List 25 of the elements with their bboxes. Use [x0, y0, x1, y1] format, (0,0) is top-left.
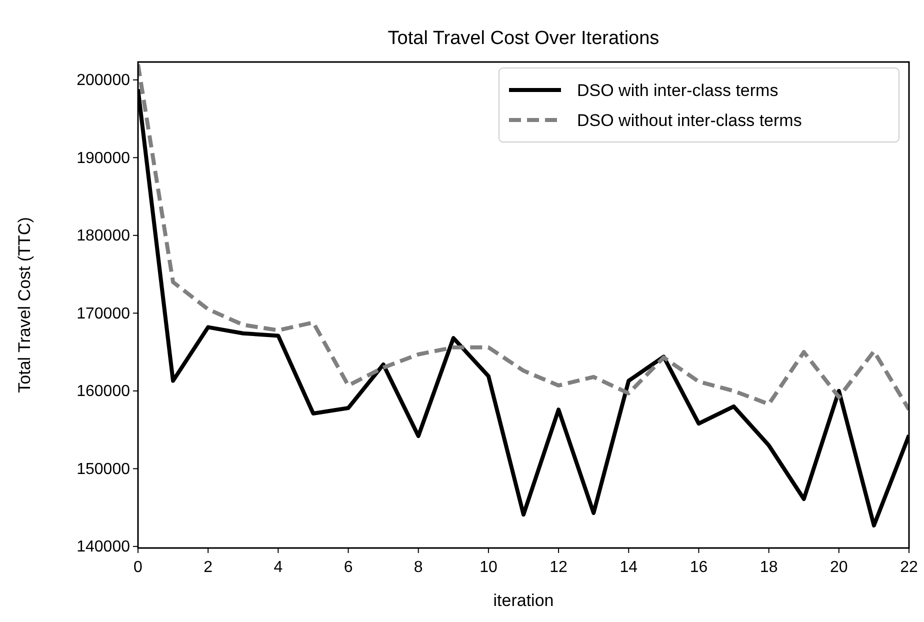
x-tick-label: 10 — [480, 559, 498, 576]
y-tick-label: 160000 — [76, 383, 130, 400]
y-tick-label: 170000 — [76, 305, 130, 322]
x-tick-label: 6 — [344, 559, 353, 576]
y-axis-title: Total Travel Cost (TTC) — [15, 217, 34, 393]
y-tick-label: 200000 — [76, 72, 130, 90]
x-tick-label: 18 — [760, 559, 778, 576]
x-tick-label: 0 — [134, 559, 143, 576]
y-tick-label: 180000 — [76, 228, 130, 245]
x-tick-label: 22 — [900, 559, 918, 576]
y-tick-label: 150000 — [76, 460, 130, 478]
x-tick-label: 2 — [204, 559, 213, 576]
y-tick-label: 140000 — [76, 538, 130, 556]
x-tick-label: 12 — [550, 559, 568, 576]
y-tick-label: 190000 — [76, 150, 130, 167]
x-tick-label: 8 — [414, 559, 423, 576]
legend-label: DSO with inter-class terms — [577, 81, 778, 100]
legend-label: DSO without inter-class terms — [577, 111, 802, 130]
x-axis-title: iteration — [493, 591, 554, 610]
line-series — [138, 62, 909, 412]
x-tick-label: 14 — [620, 559, 638, 576]
x-tick-label: 16 — [690, 559, 708, 576]
chart-title: Total Travel Cost Over Iterations — [388, 28, 660, 49]
x-tick-label: 20 — [830, 559, 848, 576]
x-tick-label: 4 — [274, 559, 283, 576]
